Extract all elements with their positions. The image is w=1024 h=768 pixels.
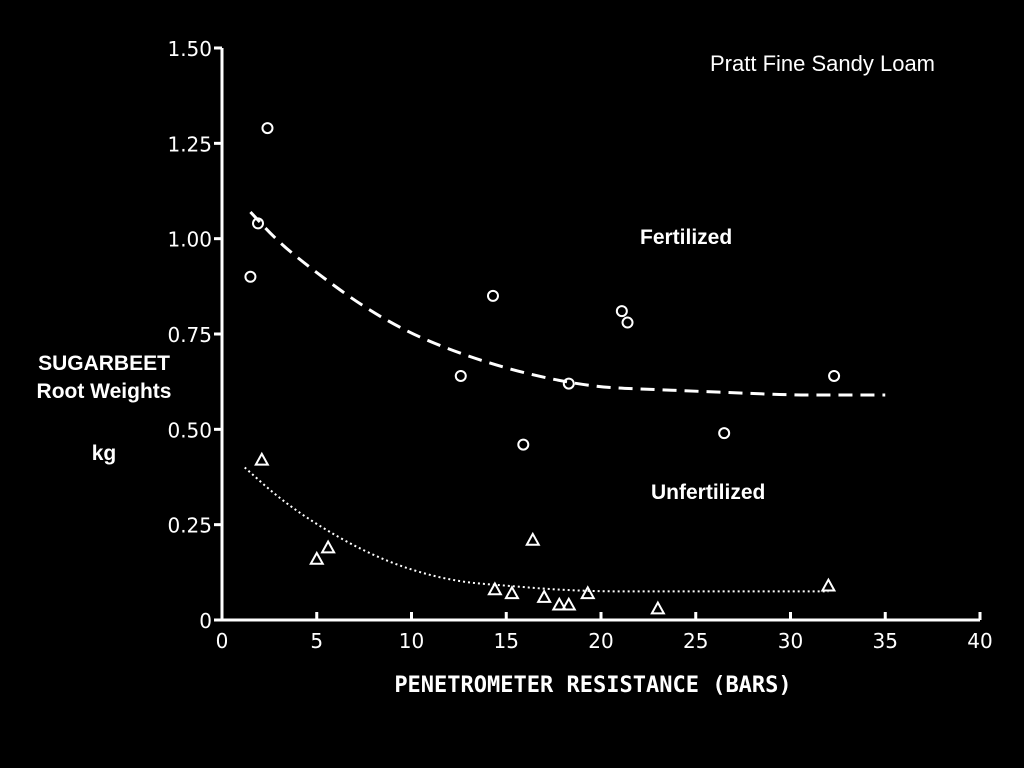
data-point-unfertilized xyxy=(309,550,325,565)
data-point-fertilized xyxy=(562,377,575,390)
data-point-unfertilized xyxy=(580,585,596,600)
data-point-fertilized xyxy=(261,122,274,135)
y-tick-label: 0.50 xyxy=(167,418,212,442)
trend-line-unfertilized xyxy=(244,466,829,593)
series-label-fertilized: Fertilized xyxy=(640,226,733,249)
data-point-unfertilized xyxy=(561,596,577,611)
trend-line-fertilized xyxy=(249,210,886,397)
x-tick-label: 5 xyxy=(310,629,323,653)
x-tick-label: 20 xyxy=(588,629,613,653)
x-tick-label: 40 xyxy=(967,629,992,653)
data-point-unfertilized xyxy=(820,577,837,592)
data-point-fertilized xyxy=(454,369,467,382)
chart-axes xyxy=(214,46,982,622)
y-axis-label-line-2: Root Weights xyxy=(36,380,172,403)
y-tick-label: 0 xyxy=(199,609,212,633)
y-tick-label: 0.75 xyxy=(167,323,212,347)
y-tick-label: 1.00 xyxy=(167,228,212,252)
data-point-unfertilized xyxy=(254,451,270,466)
data-point-fertilized xyxy=(486,289,499,302)
x-tick-label: 0 xyxy=(216,629,229,653)
data-point-unfertilized xyxy=(487,581,503,596)
y-tick-label: 0.25 xyxy=(167,514,212,538)
y-tick-label: 1.50 xyxy=(167,37,212,61)
series-label-unfertilized: Unfertilized xyxy=(651,481,766,504)
y-axis-unit: kg xyxy=(91,442,117,465)
data-point-fertilized xyxy=(517,438,530,451)
data-point-fertilized xyxy=(252,217,265,230)
data-point-unfertilized xyxy=(650,600,666,615)
tick-labels: 0 0.25 0.50 0.75 1.00 1.25 1.50 0 5 10 15 20 25 30 35 4… xyxy=(167,37,992,653)
data-markers xyxy=(244,122,841,615)
data-point-unfertilized xyxy=(525,531,541,546)
data-point-fertilized xyxy=(718,427,731,440)
data-point-fertilized xyxy=(828,369,841,382)
data-point-fertilized xyxy=(621,316,634,329)
trend-lines xyxy=(244,210,886,593)
chart-subtitle: Pratt Fine Sandy Loam xyxy=(710,51,936,76)
data-point-fertilized xyxy=(615,305,628,318)
x-tick-label: 25 xyxy=(683,629,708,653)
x-tick-label: 35 xyxy=(873,629,898,653)
x-tick-label: 30 xyxy=(778,629,803,653)
y-tick-label: 1.25 xyxy=(167,132,212,156)
data-point-unfertilized xyxy=(536,589,552,603)
y-axis-label: SUGARBEET Root Weights kg xyxy=(4,350,204,468)
data-point-unfertilized xyxy=(504,585,520,600)
y-axis-label-line-1: SUGARBEET xyxy=(38,352,170,375)
data-point-unfertilized xyxy=(551,596,568,611)
data-point-fertilized xyxy=(244,270,257,283)
data-point-unfertilized xyxy=(320,539,336,554)
x-axis-label: PENETROMETER RESISTANCE (BARS) xyxy=(394,673,791,698)
x-tick-label: 10 xyxy=(399,629,424,653)
x-tick-label: 15 xyxy=(494,629,519,653)
